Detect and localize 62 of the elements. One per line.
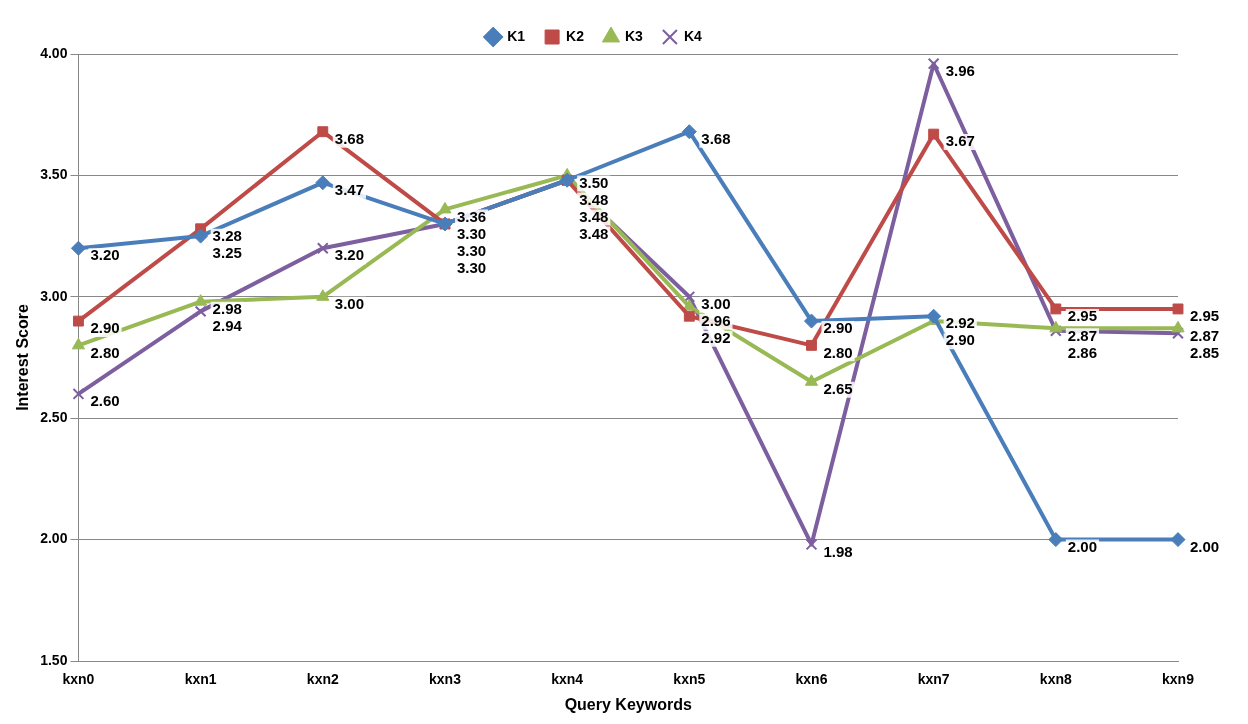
data-label: 3.36	[456, 207, 487, 225]
data-label: 3.00	[701, 294, 731, 312]
data-label: 2.65	[823, 379, 853, 397]
x-tick-label: kxn3	[429, 671, 462, 688]
data-label: 2.90	[823, 319, 853, 337]
data-label: 3.30	[456, 224, 487, 242]
x-tick-label: kxn7	[917, 671, 950, 688]
data-label: 2.80	[823, 343, 853, 361]
data-label: 2.96	[701, 311, 731, 329]
data-label: 3.30	[456, 258, 487, 276]
data-label: 2.00	[1190, 537, 1220, 555]
data-label: 2.98	[212, 299, 242, 317]
data-label: 2.87	[1190, 326, 1220, 344]
data-label: 2.92	[701, 328, 731, 346]
data-label: 2.60	[90, 392, 120, 410]
y-axis-title: Interest Score	[14, 304, 32, 411]
legend-label: K3	[625, 27, 644, 44]
data-label: 2.94	[212, 316, 243, 334]
data-label: 3.30	[456, 241, 487, 259]
x-tick-label: kxn8	[1039, 671, 1072, 688]
data-label: 2.85	[1190, 343, 1220, 361]
data-label: 3.25	[212, 243, 242, 261]
data-label: 3.68	[701, 129, 731, 147]
x-tick-label: kxn2	[306, 671, 339, 688]
data-label: 2.00	[1067, 537, 1098, 555]
x-tick-label: kxn5	[673, 671, 706, 688]
data-label: 2.92	[945, 314, 975, 332]
data-label: 3.48	[579, 207, 609, 225]
data-label: 3.68	[334, 129, 364, 147]
data-label: 3.48	[579, 224, 609, 242]
x-tick-label: kxn1	[184, 671, 217, 688]
x-tick-label: kxn4	[551, 671, 584, 688]
data-label: 3.50	[579, 173, 609, 191]
x-tick-label: kxn6	[795, 671, 828, 688]
data-label: 3.00	[334, 294, 364, 312]
y-tick-label: 1.50	[40, 651, 68, 668]
x-tick-label: kxn0	[62, 671, 95, 688]
y-tick-label: 3.50	[40, 166, 68, 183]
y-tick-label: 4.00	[40, 44, 68, 61]
data-label: 2.95	[1067, 307, 1098, 325]
legend-label: K4	[683, 27, 703, 44]
data-label: 3.28	[212, 226, 242, 244]
y-tick-label: 2.50	[40, 409, 68, 426]
data-label: 2.80	[90, 343, 120, 361]
data-label: 3.96	[945, 61, 975, 79]
data-label: 2.90	[945, 331, 975, 349]
data-label: 2.86	[1067, 343, 1098, 361]
data-label: 2.87	[1067, 326, 1098, 344]
data-label: 2.90	[90, 319, 120, 337]
data-label: 3.67	[945, 132, 975, 150]
legend-label: K2	[566, 27, 585, 44]
x-tick-label: kxn9	[1162, 671, 1195, 688]
data-label: 1.98	[823, 542, 853, 560]
data-label: 3.20	[334, 246, 364, 264]
data-label: 3.48	[579, 190, 609, 208]
y-tick-label: 3.00	[40, 287, 68, 304]
legend-label: K1	[507, 27, 526, 44]
data-label: 3.20	[90, 246, 120, 264]
data-label: 3.47	[334, 180, 364, 198]
data-label: 2.95	[1190, 307, 1220, 325]
y-tick-label: 2.00	[40, 530, 68, 547]
x-axis-title: Query Keywords	[564, 695, 692, 713]
